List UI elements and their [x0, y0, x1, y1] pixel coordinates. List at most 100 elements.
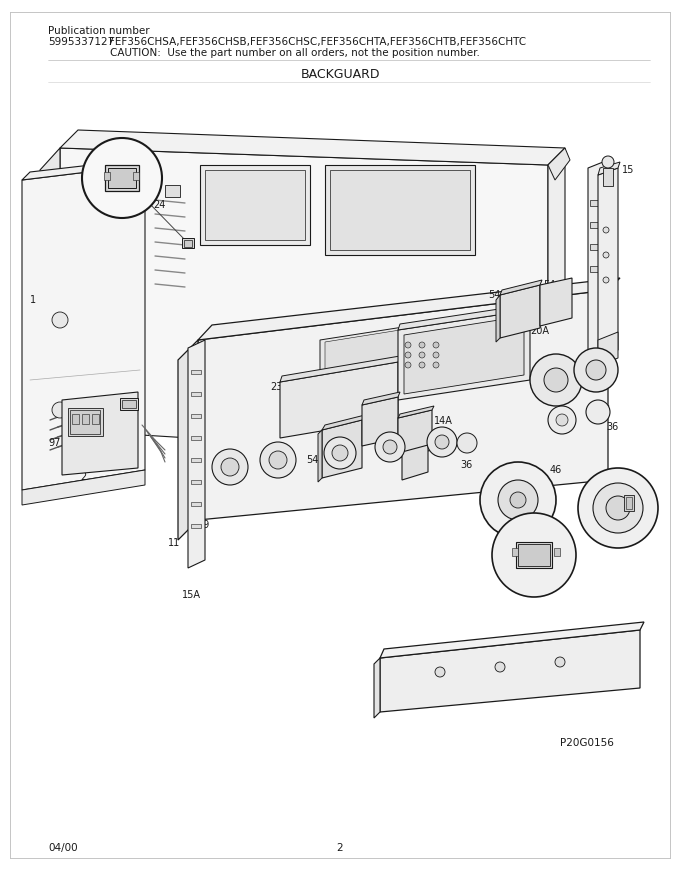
Bar	[590, 200, 604, 206]
Circle shape	[52, 312, 68, 328]
Polygon shape	[320, 315, 480, 400]
Bar	[191, 524, 201, 528]
Polygon shape	[398, 304, 532, 330]
Polygon shape	[22, 158, 152, 180]
Circle shape	[556, 414, 568, 426]
Circle shape	[82, 138, 162, 218]
Circle shape	[269, 451, 287, 469]
Bar	[184, 240, 192, 247]
Bar	[516, 542, 552, 568]
Circle shape	[435, 435, 449, 449]
Circle shape	[433, 362, 439, 368]
Circle shape	[586, 360, 606, 380]
Polygon shape	[22, 470, 145, 505]
Bar	[104, 172, 110, 180]
Bar	[72, 414, 79, 424]
Bar	[82, 414, 89, 424]
Polygon shape	[540, 278, 572, 326]
Text: 36: 36	[606, 422, 618, 432]
Circle shape	[606, 496, 630, 520]
Text: 15A: 15A	[182, 590, 201, 600]
Polygon shape	[198, 290, 608, 520]
Bar	[200, 165, 310, 245]
Bar	[626, 497, 632, 509]
Polygon shape	[598, 168, 618, 358]
Circle shape	[510, 492, 526, 508]
Polygon shape	[22, 165, 145, 490]
Circle shape	[419, 342, 425, 348]
Circle shape	[419, 362, 425, 368]
Text: 15: 15	[622, 165, 634, 175]
Bar	[182, 238, 194, 248]
Circle shape	[433, 352, 439, 358]
Circle shape	[405, 342, 411, 348]
Text: 23: 23	[270, 382, 282, 392]
Circle shape	[602, 156, 614, 168]
Circle shape	[324, 437, 356, 469]
Text: 11: 11	[168, 538, 180, 548]
Polygon shape	[198, 278, 620, 340]
Circle shape	[586, 400, 610, 424]
Circle shape	[435, 667, 445, 677]
Polygon shape	[380, 630, 640, 712]
Text: 36: 36	[488, 475, 500, 485]
Text: 5995337127: 5995337127	[48, 37, 114, 47]
Bar	[518, 544, 550, 566]
Bar	[120, 398, 138, 410]
Polygon shape	[598, 162, 620, 175]
Circle shape	[260, 442, 296, 478]
Circle shape	[221, 458, 239, 476]
Text: 54A: 54A	[306, 455, 325, 465]
Text: 97: 97	[48, 438, 61, 448]
Text: 36: 36	[460, 460, 472, 470]
Bar	[92, 414, 99, 424]
Circle shape	[457, 433, 477, 453]
Polygon shape	[500, 285, 540, 338]
Circle shape	[555, 657, 565, 667]
Circle shape	[492, 513, 576, 597]
Circle shape	[433, 342, 439, 348]
Polygon shape	[398, 410, 432, 458]
Circle shape	[593, 483, 643, 533]
Polygon shape	[548, 148, 570, 180]
Circle shape	[212, 449, 248, 485]
Text: 24: 24	[153, 200, 165, 210]
Text: 77A: 77A	[68, 454, 87, 464]
Polygon shape	[362, 392, 400, 405]
Circle shape	[405, 352, 411, 358]
Circle shape	[332, 445, 348, 461]
Bar	[191, 392, 201, 396]
Text: 14: 14	[412, 450, 424, 460]
Circle shape	[498, 480, 538, 520]
Circle shape	[530, 354, 582, 406]
Bar	[191, 502, 201, 506]
Polygon shape	[322, 420, 362, 478]
Polygon shape	[598, 332, 618, 366]
Bar	[330, 170, 470, 250]
Polygon shape	[500, 280, 542, 295]
Polygon shape	[178, 340, 198, 540]
Polygon shape	[318, 430, 322, 482]
Polygon shape	[496, 295, 500, 342]
Polygon shape	[548, 148, 565, 385]
Text: 54: 54	[318, 435, 330, 445]
Polygon shape	[398, 406, 434, 418]
Bar	[191, 414, 201, 418]
Text: 2: 2	[80, 472, 86, 482]
Text: 46: 46	[550, 465, 562, 475]
Text: 2: 2	[337, 843, 343, 853]
Text: P20G0156: P20G0156	[560, 738, 614, 748]
Polygon shape	[325, 318, 475, 397]
Text: 36: 36	[598, 405, 610, 415]
Circle shape	[427, 427, 457, 457]
Bar	[108, 168, 136, 188]
Text: 69: 69	[605, 513, 617, 523]
Circle shape	[419, 352, 425, 358]
Bar	[105, 165, 139, 191]
Text: 96: 96	[120, 396, 132, 406]
Text: Publication number: Publication number	[48, 26, 150, 36]
Polygon shape	[588, 160, 608, 360]
Circle shape	[578, 468, 658, 548]
Bar	[133, 172, 139, 180]
Circle shape	[480, 462, 556, 538]
